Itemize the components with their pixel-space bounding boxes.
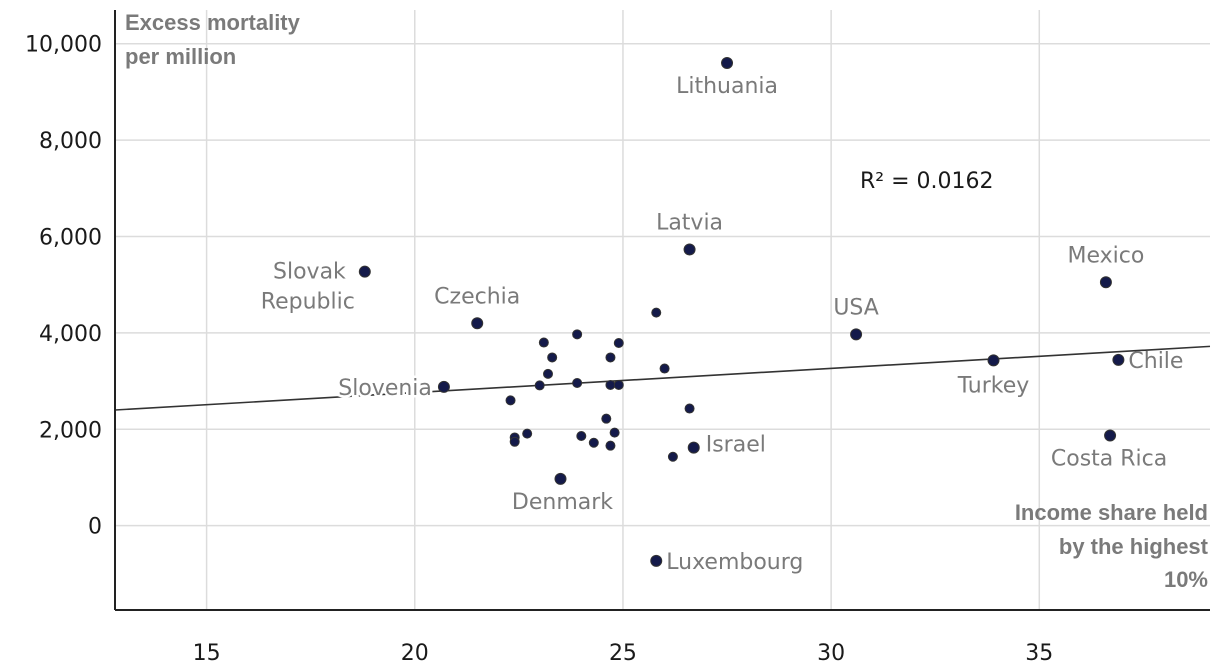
point-slovenia <box>437 380 450 393</box>
y-axis-title-line-2: per million <box>125 44 236 69</box>
point-costa-rica <box>1104 429 1117 442</box>
label-czechia: Czechia <box>434 284 520 309</box>
point-26 <box>601 413 612 424</box>
label-slovenia: Slovenia <box>338 376 432 401</box>
point-16 <box>543 368 554 379</box>
point-turkey <box>987 354 1000 367</box>
label-israel: Israel <box>706 433 766 458</box>
x-axis-title-line-3: 10% <box>1164 567 1208 592</box>
point-24 <box>613 379 624 390</box>
point-15 <box>547 352 558 363</box>
point-30 <box>509 436 520 447</box>
point-13 <box>538 337 549 348</box>
y-tick-label-6000: 6,000 <box>39 226 102 251</box>
point-27 <box>684 403 695 414</box>
point-28 <box>522 428 533 439</box>
point-lithuania <box>721 57 734 70</box>
x-axis-title-line-2: by the highest <box>1059 534 1209 559</box>
x-tick-label-30: 30 <box>817 641 845 666</box>
y-tick-label-4000: 4,000 <box>39 322 102 347</box>
point-33 <box>605 440 616 451</box>
label-latvia: Latvia <box>656 211 723 236</box>
point-israel <box>687 441 700 454</box>
label-denmark: Denmark <box>512 490 613 515</box>
point-17 <box>605 352 616 363</box>
x-tick-label-35: 35 <box>1025 641 1053 666</box>
point-21 <box>534 380 545 391</box>
y-tick-label-10000: 10,000 <box>25 33 102 58</box>
trendline-group <box>114 345 1211 411</box>
x-tick-label-25: 25 <box>609 641 637 666</box>
x-axis-title-line-1: Income share held <box>1015 500 1208 525</box>
label-lithuania: Lithuania <box>676 74 778 99</box>
point-14 <box>572 329 583 340</box>
y-axis-title-line-1: Excess mortality <box>125 10 301 35</box>
point-34 <box>609 427 620 438</box>
x-axis-title: Income share held by the highest 10% <box>1015 500 1209 592</box>
point-35 <box>667 451 678 462</box>
y-axis-title: Excess mortality per million <box>125 10 301 69</box>
x-tick-label-20: 20 <box>401 641 429 666</box>
point-23 <box>605 379 616 390</box>
label-turkey: Turkey <box>957 373 1030 398</box>
y-tick-label-0: 0 <box>88 515 102 540</box>
label-slovak-republic-line-2: Republic <box>261 290 355 315</box>
point-slovak-republic <box>358 265 371 278</box>
label-slovak-republic-line-1: Slovak <box>273 260 346 285</box>
label-usa: USA <box>833 295 879 320</box>
trendline <box>114 345 1211 411</box>
point-25 <box>505 395 516 406</box>
point-22 <box>572 378 583 389</box>
point-labels: Lithuania Latvia Slovak Republic Czechia Slov… <box>261 74 1184 575</box>
point-latvia <box>683 243 696 256</box>
x-tick-label-15: 15 <box>193 641 221 666</box>
point-usa <box>850 328 863 341</box>
axes: 15 20 25 30 35 0 2,000 4,000 6,000 8,000 10,000 <box>25 10 1210 666</box>
point-chile <box>1112 353 1125 366</box>
y-tick-label-2000: 2,000 <box>39 418 102 443</box>
point-luxembourg <box>650 554 663 567</box>
data-points <box>358 57 1125 567</box>
point-denmark <box>554 472 567 485</box>
point-19 <box>651 307 662 318</box>
label-chile: Chile <box>1128 349 1183 374</box>
label-mexico: Mexico <box>1067 243 1144 268</box>
point-czechia <box>471 317 484 330</box>
label-costa-rica: Costa Rica <box>1051 447 1167 472</box>
point-32 <box>588 437 599 448</box>
r-squared-annotation: R² = 0.0162 <box>860 169 994 194</box>
point-18 <box>613 338 624 349</box>
y-tick-label-8000: 8,000 <box>39 129 102 154</box>
point-31 <box>576 431 587 442</box>
point-mexico <box>1099 276 1112 289</box>
point-20 <box>659 363 670 374</box>
label-luxembourg: Luxembourg <box>666 550 803 575</box>
gridlines <box>115 10 1210 610</box>
